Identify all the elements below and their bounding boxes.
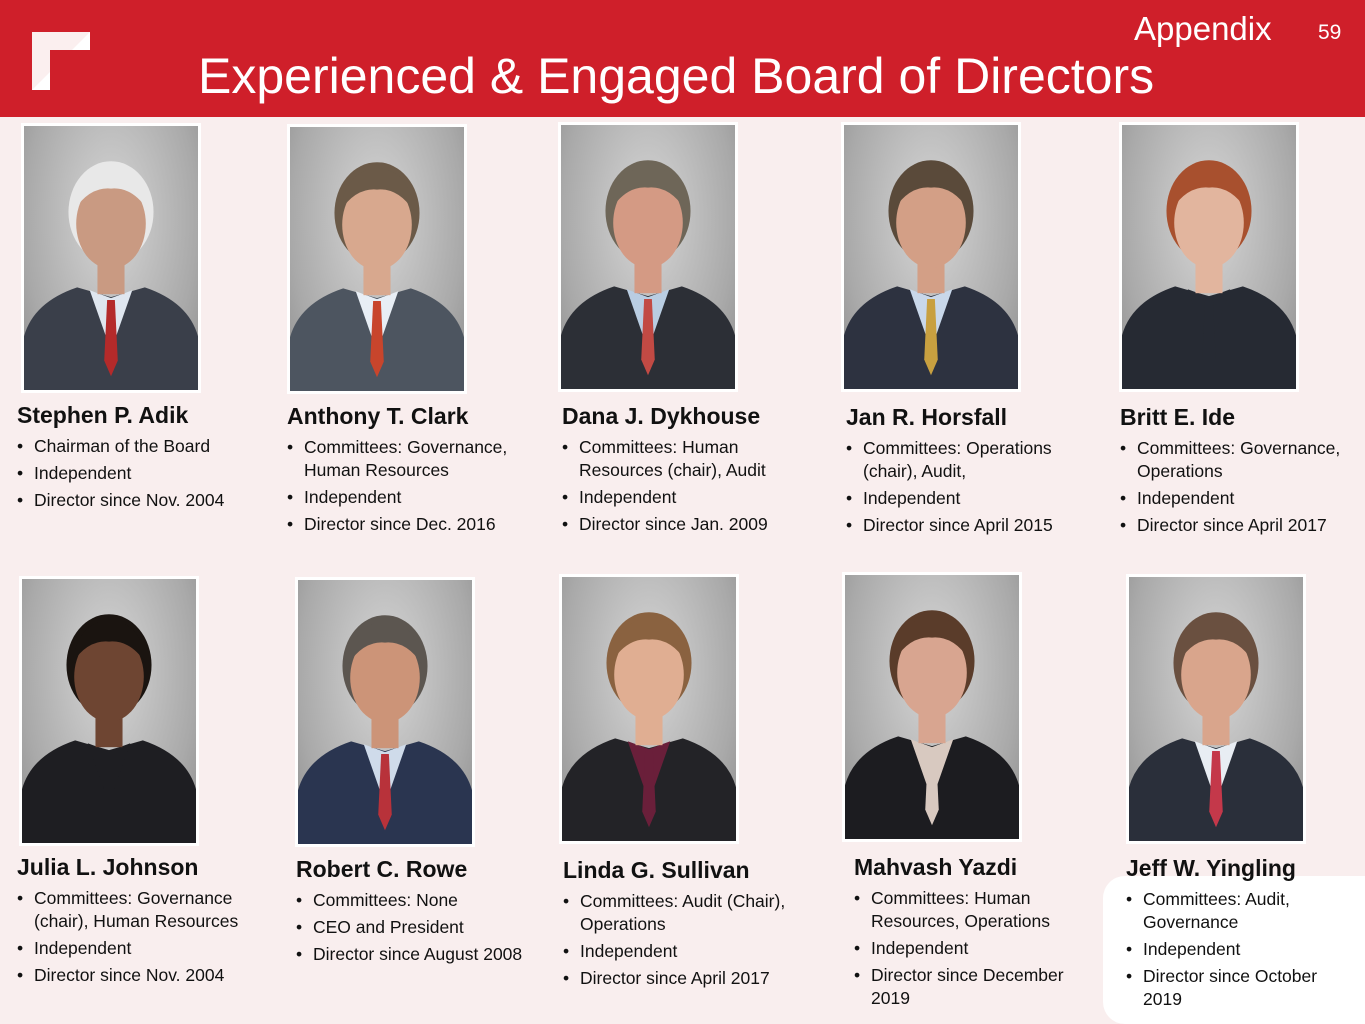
director-photo [842, 572, 1022, 842]
director-details: Committees: Governance, Human Resources … [287, 436, 549, 536]
detail-item: Committees: Audit, Governance [1126, 888, 1326, 934]
director-bio: Britt E. Ide Committees: Governance, Ope… [1120, 404, 1362, 541]
detail-item: Committees: Governance, Human Resources [287, 436, 549, 482]
detail-item: Director since Dec. 2016 [287, 513, 549, 536]
detail-item: Director since April 2017 [1120, 514, 1362, 537]
portrait-silhouette-icon [290, 162, 464, 391]
detail-item: Committees: Operations (chair), Audit, [846, 437, 1108, 483]
detail-item: Committees: Governance (chair), Human Re… [17, 887, 279, 933]
detail-item: Director since Nov. 2004 [17, 489, 247, 512]
detail-item: Director since August 2008 [296, 943, 526, 966]
detail-item: Committees: None [296, 889, 526, 912]
detail-item: Independent [562, 486, 824, 509]
director-bio: Jeff W. Yingling Committees: Audit, Gove… [1126, 855, 1326, 1015]
detail-item: Independent [17, 937, 279, 960]
section-label: Appendix [1134, 10, 1272, 47]
detail-item: Independent [17, 462, 247, 485]
portrait-silhouette-icon [561, 160, 735, 389]
detail-item: Independent [1126, 938, 1326, 961]
director-name: Julia L. Johnson [17, 854, 199, 880]
director-name: Dana J. Dykhouse [562, 403, 761, 429]
director-details: Committees: Audit (Chair), Operations In… [563, 890, 803, 990]
director-bio: Linda G. Sullivan Committees: Audit (Cha… [563, 857, 803, 994]
detail-item: Committees: Human Resources (chair), Aud… [562, 436, 824, 482]
director-photo [559, 574, 739, 844]
header-banner: Appendix 59 Experienced & Engaged Board … [0, 0, 1365, 117]
director-photo [287, 124, 467, 394]
director-photo [1119, 122, 1299, 392]
director-details: Committees: None CEO and President Direc… [296, 889, 526, 966]
portrait-silhouette-icon [24, 161, 198, 390]
portrait-silhouette-icon [1129, 612, 1303, 841]
page-number: 59 [1318, 21, 1342, 44]
detail-item: Committees: Human Resources, Operations [854, 887, 1084, 933]
director-name: Jeff W. Yingling [1126, 855, 1296, 881]
director-bio: Anthony T. Clark Committees: Governance,… [287, 403, 549, 540]
detail-item: Independent [563, 940, 803, 963]
director-photo [21, 123, 201, 393]
director-name: Linda G. Sullivan [563, 857, 750, 883]
detail-item: Director since Jan. 2009 [562, 513, 824, 536]
director-bio: Jan R. Horsfall Committees: Operations (… [846, 404, 1108, 541]
director-name: Anthony T. Clark [287, 403, 469, 429]
director-details: Committees: Audit, Governance Independen… [1126, 888, 1326, 1011]
director-details: Chairman of the Board Independent Direct… [17, 435, 247, 512]
portrait-silhouette-icon [298, 615, 472, 844]
director-details: Committees: Human Resources, Operations … [854, 887, 1084, 1010]
detail-item: Independent [846, 487, 1108, 510]
director-photo [1126, 574, 1306, 844]
director-name: Mahvash Yazdi [854, 854, 1018, 880]
director-bio: Julia L. Johnson Committees: Governance … [17, 854, 279, 991]
director-details: Committees: Governance (chair), Human Re… [17, 887, 279, 987]
director-photo [558, 122, 738, 392]
portrait-silhouette-icon [845, 610, 1019, 839]
director-bio: Robert C. Rowe Committees: None CEO and … [296, 856, 526, 970]
detail-item: CEO and President [296, 916, 526, 939]
portrait-silhouette-icon [1122, 160, 1296, 389]
detail-item: Director since April 2017 [563, 967, 803, 990]
portrait-silhouette-icon [562, 612, 736, 841]
detail-item: Director since April 2015 [846, 514, 1108, 537]
detail-item: Committees: Audit (Chair), Operations [563, 890, 803, 936]
director-name: Robert C. Rowe [296, 856, 468, 882]
director-photo [19, 576, 199, 846]
director-name: Britt E. Ide [1120, 404, 1236, 430]
director-details: Committees: Human Resources (chair), Aud… [562, 436, 824, 536]
director-bio: Stephen P. Adik Chairman of the Board In… [17, 402, 247, 516]
detail-item: Independent [1120, 487, 1362, 510]
director-name: Stephen P. Adik [17, 402, 189, 428]
detail-item: Director since October 2019 [1126, 965, 1326, 1011]
detail-item: Independent [854, 937, 1084, 960]
portrait-silhouette-icon [22, 614, 196, 843]
director-details: Committees: Operations (chair), Audit, I… [846, 437, 1108, 537]
director-bio: Dana J. Dykhouse Committees: Human Resou… [562, 403, 824, 540]
page-title: Experienced & Engaged Board of Directors [198, 48, 1155, 104]
director-photo [295, 577, 475, 847]
detail-item: Director since Nov. 2004 [17, 964, 279, 987]
director-photo [841, 122, 1021, 392]
detail-item: Director since December 2019 [854, 964, 1084, 1010]
director-name: Jan R. Horsfall [846, 404, 1008, 430]
detail-item: Committees: Governance, Operations [1120, 437, 1362, 483]
detail-item: Independent [287, 486, 549, 509]
portrait-silhouette-icon [844, 160, 1018, 389]
company-logo-icon [32, 32, 90, 90]
director-details: Committees: Governance, Operations Indep… [1120, 437, 1362, 537]
director-bio: Mahvash Yazdi Committees: Human Resource… [854, 854, 1084, 1014]
detail-item: Chairman of the Board [17, 435, 247, 458]
